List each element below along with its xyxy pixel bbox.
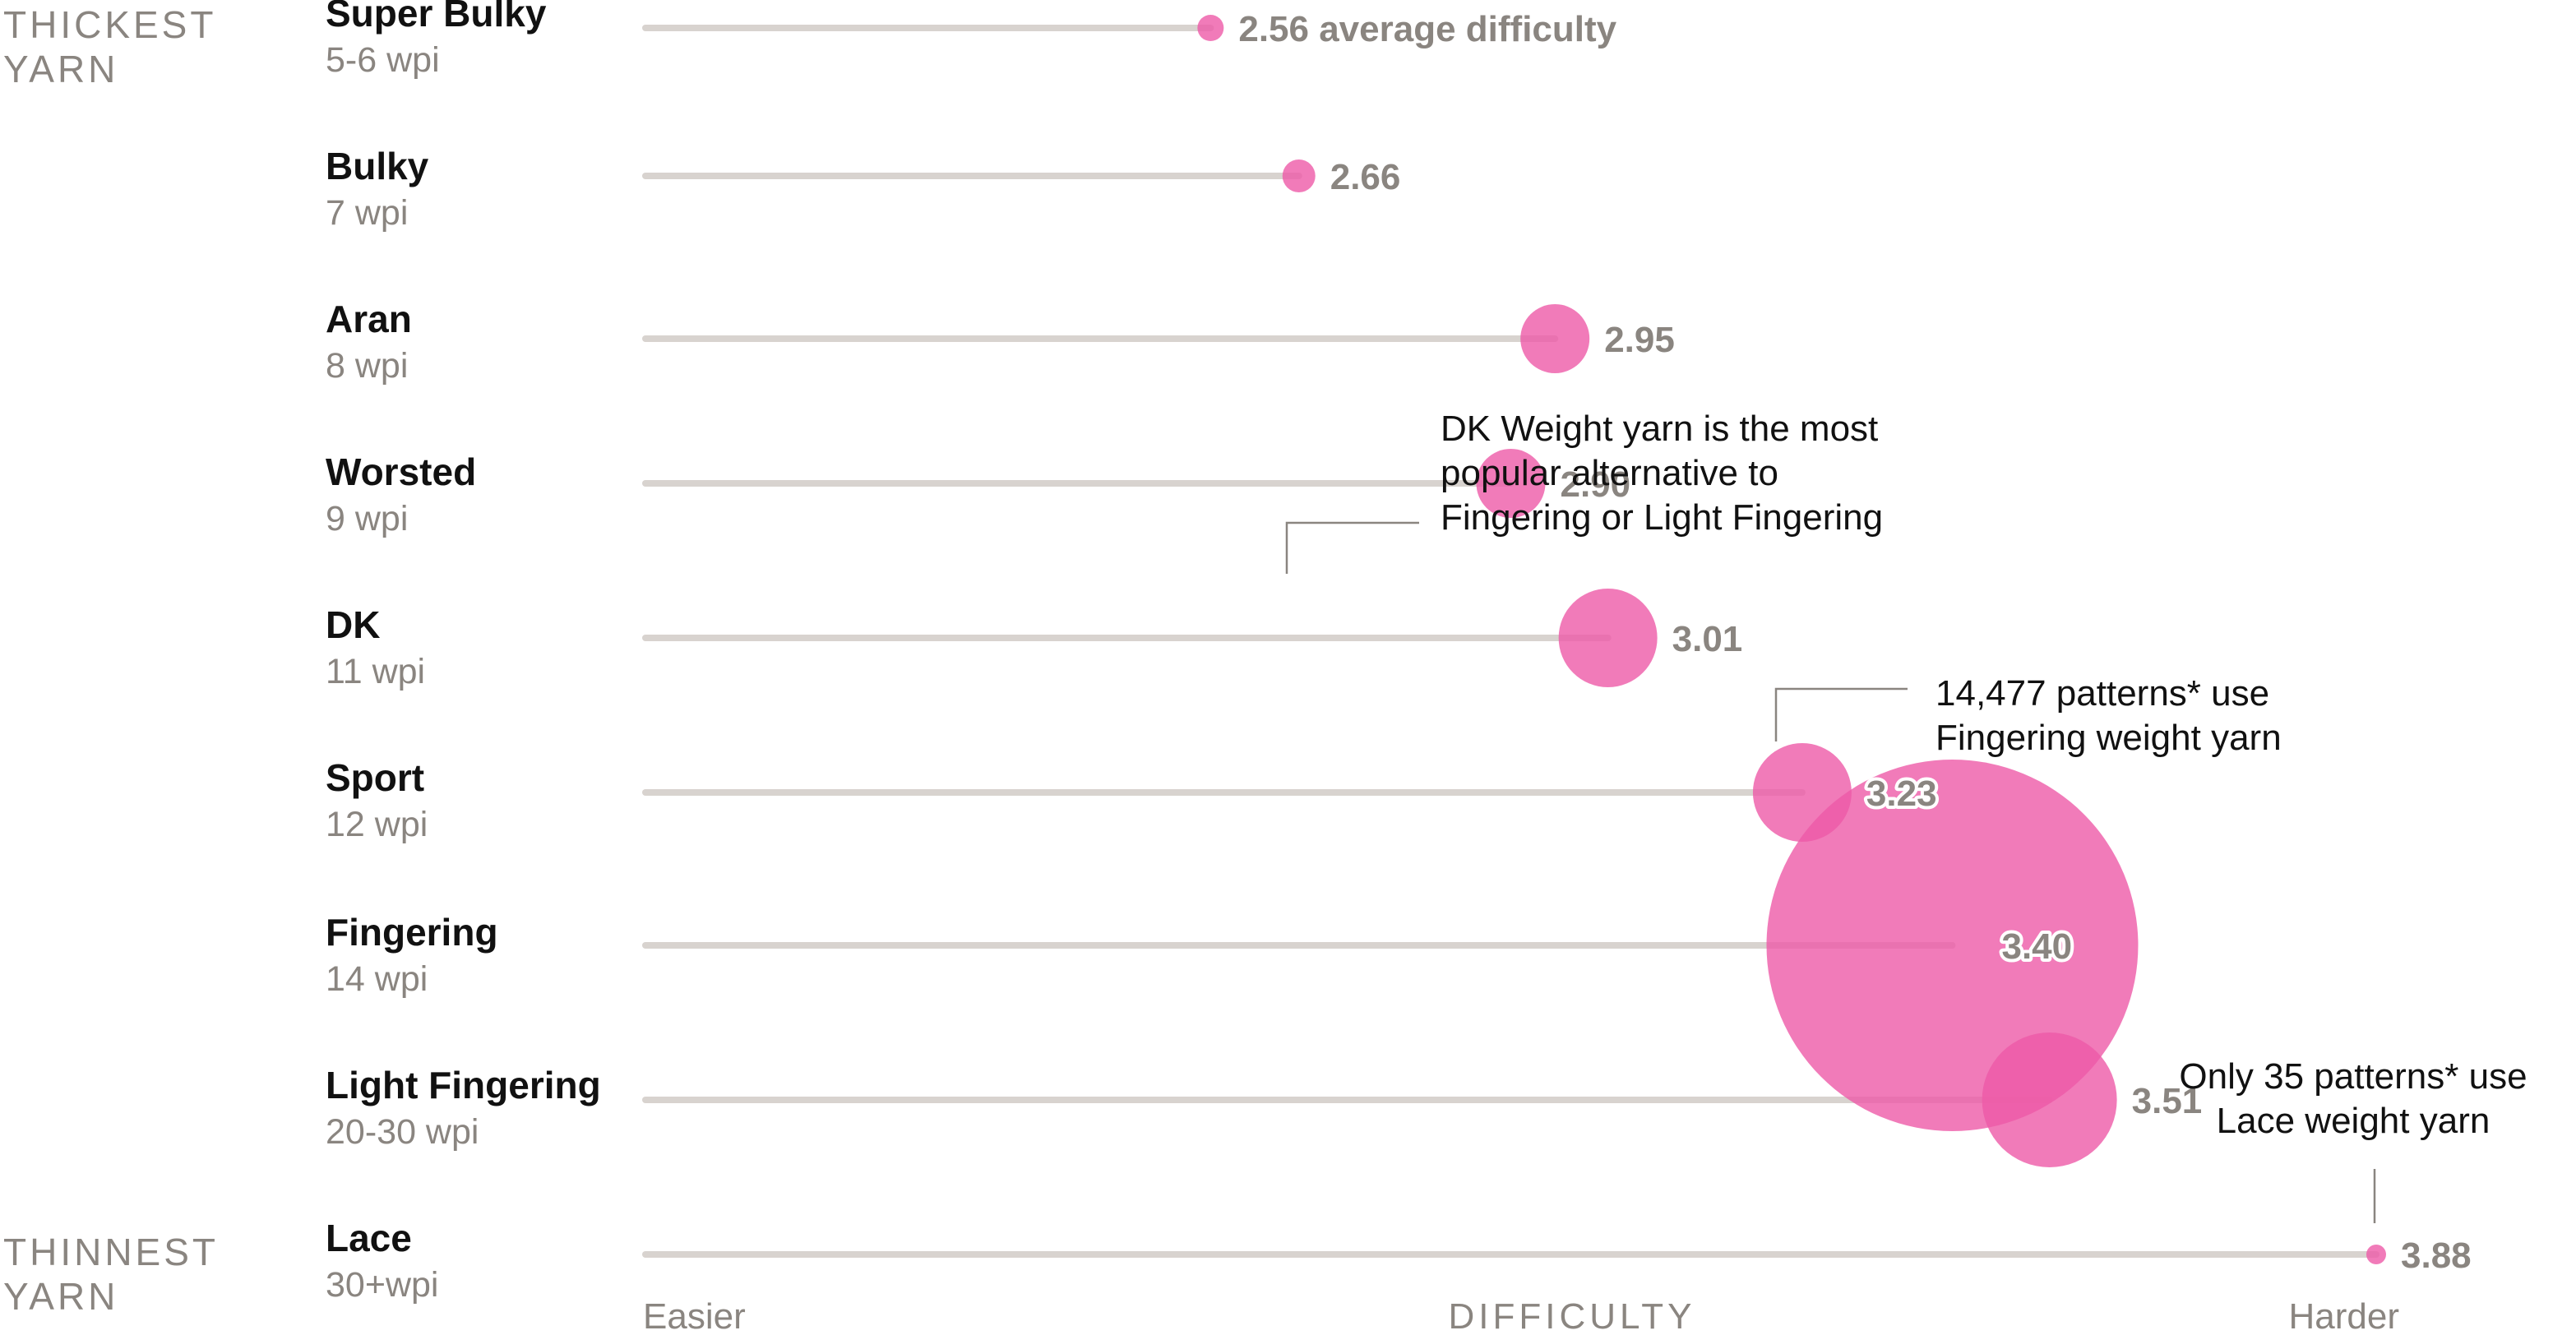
category-name-light-fingering: Light Fingering xyxy=(326,1064,601,1106)
annotation-dk: DK Weight yarn is the most popular alter… xyxy=(1285,409,1883,574)
bubble-worsted xyxy=(1476,449,1546,518)
category-wpi-fingering: 14 wpi xyxy=(326,959,428,999)
category-wpi-bulky: 7 wpi xyxy=(326,193,408,233)
value-label-bulky: 2.66 xyxy=(1330,157,1401,197)
x-axis-title: DIFFICULTY xyxy=(1449,1296,1696,1335)
category-name-bulky: Bulky xyxy=(326,145,429,187)
annotation-fingering-line2: Fingering weight yarn xyxy=(1935,718,2282,758)
value-label-fingering: 3.40 xyxy=(2001,926,2072,967)
category-name-fingering: Fingering xyxy=(326,911,498,954)
bubbles xyxy=(1197,15,2386,1264)
category-name-worsted: Worsted xyxy=(326,450,476,493)
bubble-dk xyxy=(1558,589,1658,687)
thinnest-label-line1: THINNEST xyxy=(3,1231,219,1273)
value-label-aran: 2.95 xyxy=(1604,320,1675,360)
bubble-lace xyxy=(2366,1245,2386,1264)
annotation-fingering-line1: 14,477 patterns* use xyxy=(1935,673,2269,714)
x-axis-harder-label: Harder xyxy=(2289,1296,2400,1335)
bubble-aran xyxy=(1520,304,1590,373)
category-wpi-dk: 11 wpi xyxy=(326,652,425,691)
annotation-lace-line1: Only 35 patterns* use xyxy=(2179,1056,2527,1097)
thickest-label-line1: THICKEST xyxy=(3,3,216,46)
category-labels: Super Bulky 5-6 wpi Bulky 7 wpi Aran 8 wpi Wor… xyxy=(326,0,601,1305)
x-axis-easier-label: Easier xyxy=(643,1296,746,1335)
category-name-sport: Sport xyxy=(326,756,424,799)
value-label-light-fingering: 3.51 xyxy=(2132,1081,2203,1121)
bubble-bulky xyxy=(1282,159,1316,192)
category-wpi-super-bulky: 5-6 wpi xyxy=(326,40,440,80)
annotation-fingering-leader xyxy=(1774,687,1908,741)
category-wpi-worsted: 9 wpi xyxy=(326,499,408,538)
category-wpi-light-fingering: 20-30 wpi xyxy=(326,1112,479,1152)
annotation-dk-line1: DK Weight yarn is the most xyxy=(1441,409,1878,449)
thinnest-label-line2: YARN xyxy=(3,1275,118,1318)
x-axis: Easier DIFFICULTY Harder xyxy=(643,1296,2399,1335)
category-name-aran: Aran xyxy=(326,298,412,340)
category-name-dk: DK xyxy=(326,603,380,646)
category-name-super-bulky: Super Bulky xyxy=(326,0,547,35)
value-label-worsted: 2.90 xyxy=(1561,464,1631,505)
value-label-sport: 3.23 xyxy=(1866,774,1937,814)
annotation-dk-leader xyxy=(1285,521,1419,574)
side-labels: THICKEST YARN THINNEST YARN xyxy=(3,3,219,1318)
thickest-label-line2: YARN xyxy=(3,48,118,90)
value-label-lace: 3.88 xyxy=(2401,1236,2472,1276)
track-lines xyxy=(642,25,2379,1258)
category-wpi-lace: 30+wpi xyxy=(326,1265,438,1305)
category-name-lace: Lace xyxy=(326,1217,412,1259)
value-labels: 2.56 average difficulty 2.66 2.95 2.90 3.01 3… xyxy=(1235,6,2474,1279)
annotation-dk-line3: Fingering or Light Fingering xyxy=(1441,497,1883,538)
bubble-super-bulky xyxy=(1197,15,1224,41)
annotation-lace-line2: Lace weight yarn xyxy=(2217,1101,2490,1141)
category-wpi-sport: 12 wpi xyxy=(326,805,428,844)
annotation-fingering: 14,477 patterns* use Fingering weight ya… xyxy=(1774,673,2282,758)
category-wpi-aran: 8 wpi xyxy=(326,346,408,386)
value-label-dk: 3.01 xyxy=(1672,619,1743,659)
annotation-dk-line2: popular alternative to xyxy=(1441,453,1778,493)
bubble-light-fingering xyxy=(1982,1032,2117,1167)
annotation-lace: Only 35 patterns* use Lace weight yarn xyxy=(2179,1056,2527,1223)
value-label-super-bulky: 2.56 average difficulty xyxy=(1238,9,1616,49)
